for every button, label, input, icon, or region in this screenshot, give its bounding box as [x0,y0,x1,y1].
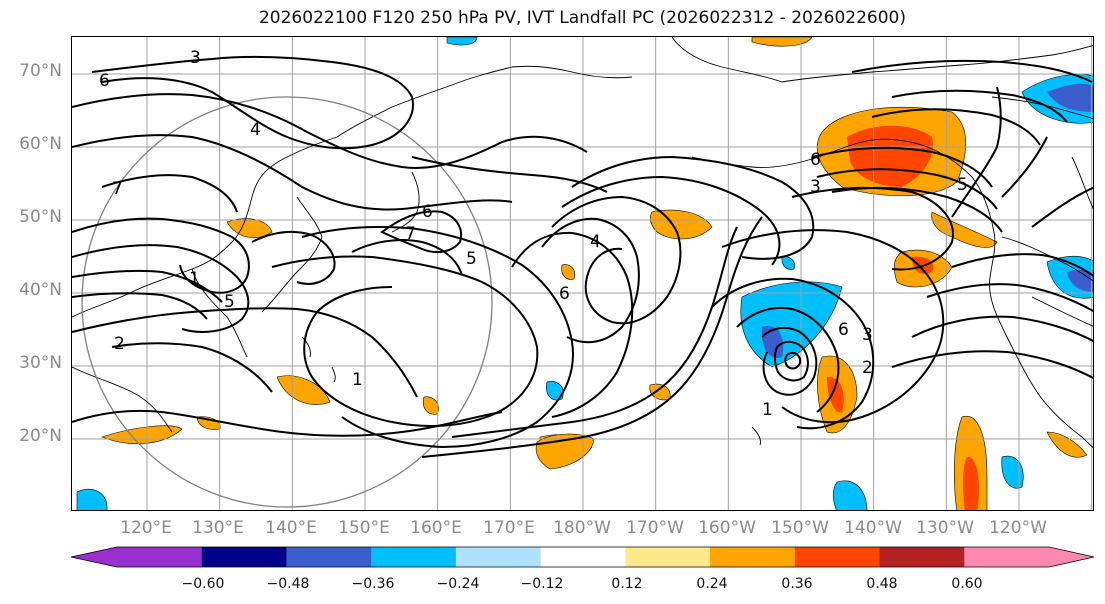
contour-label: 5 [224,292,235,312]
contour-label: 1 [352,370,363,390]
shade-blob [931,211,998,248]
shade-blob [761,326,784,358]
contour-label: 5 [466,249,477,269]
shade-blob [422,396,439,415]
shade-blob [276,375,331,405]
contour-label: 2 [114,334,125,354]
lon-label: 120°E [120,518,172,538]
contour-label: 2 [862,358,873,378]
colorbar-segment [964,547,1050,567]
lon-label: 130°E [192,518,244,538]
pc-shading-layer [76,37,1093,510]
colorbar-segment [201,547,287,567]
contour-label: 6 [838,320,849,340]
contour-label: 3 [810,177,821,197]
lon-label: 120°W [989,518,1047,538]
shade-blob [740,281,843,368]
shade-blob [827,376,844,413]
lat-label: 40°N [19,280,62,300]
colorbar-segment [540,547,626,567]
colorbar-segment [455,547,542,567]
shade-blob [649,383,671,401]
shade-blob [561,264,575,280]
colorbar-extend-min [71,547,117,567]
lon-label: 140°E [265,518,317,538]
contour-label: 1 [762,400,773,420]
colorbar-tick-label: 0.60 [951,576,983,592]
shade-blob [832,480,868,510]
lon-label: 150°E [338,518,390,538]
lat-label: 70°N [19,61,62,81]
colorbar-segment [879,547,965,567]
lat-label: 50°N [19,207,62,227]
shade-blob [962,456,979,510]
contour-label: 6 [559,284,570,304]
colorbar-segment [625,547,711,567]
landfall-pc-circle [81,96,493,508]
colorbar-segment [286,547,372,567]
contour-label: 6 [810,150,821,170]
lon-label: 170°E [483,518,535,538]
colorbar-tick-label: 0.48 [866,576,898,592]
contour-label: 6 [99,71,110,91]
contour-label: 7 [405,224,416,244]
colorbar-tick-label: −0.12 [520,576,564,592]
contour-label: 5 [957,175,968,195]
lon-label: 180°W [553,518,611,538]
colorbar-tick-label: 0.24 [696,576,728,592]
graticule [72,37,1093,510]
lat-label: 30°N [19,353,62,373]
shade-blob [76,488,108,510]
contour-label: 4 [590,232,601,252]
lon-label: 170°W [626,518,684,538]
contour-label: 3 [190,48,201,68]
lat-label: 20°N [19,426,62,446]
colorbar-extend-max [1049,547,1094,567]
colorbar-tick-label: 0.36 [781,576,813,592]
shade-blob [1047,83,1093,112]
pv-contours [72,55,1093,458]
lat-label: 60°N [19,134,62,154]
colorbar-segment [794,547,881,567]
lon-label: 160°E [410,518,462,538]
lon-label: 150°W [771,518,829,538]
shade-blob [1046,431,1088,458]
shade-blob [751,37,813,47]
colorbar-tick-label: −0.60 [181,576,225,592]
contour-labels: 3 6 4 7 6 7 5 4 6 1 2 1 6 3 5 1 2 6 3 5 [99,48,968,420]
contour-label: 4 [250,120,261,140]
colorbar-tick-label: 0.12 [611,576,643,592]
colorbar-segment [710,547,796,567]
shade-blob [446,37,478,46]
contour-label: 6 [422,202,433,222]
lon-label: 140°W [844,518,902,538]
colorbar-outline [70,546,1095,568]
shade-blob [1067,269,1093,292]
colorbar [70,546,1095,568]
shade-blob [226,218,273,239]
shade-blob [546,381,564,401]
map-panel: 3 6 4 7 6 7 5 4 6 1 2 1 6 3 5 1 2 6 3 5 [71,36,1094,511]
lon-label: 160°W [698,518,756,538]
map-title: 2026022100 F120 250 hPa PV, IVT Landfall… [258,8,906,28]
shade-blob [650,209,713,240]
colorbar-tick-label: −0.24 [436,576,480,592]
colorbar-segment [117,547,203,567]
lon-label: 130°W [916,518,974,538]
contour-label: 3 [862,325,873,345]
contour-label: 1 [189,269,200,289]
shade-blob [1001,455,1024,489]
shade-blob [781,256,795,270]
colorbar-tick-label: −0.48 [266,576,310,592]
colorbar-tick-label: −0.36 [351,576,395,592]
contour-label: 7 [112,179,123,199]
colorbar-segment [371,547,457,567]
